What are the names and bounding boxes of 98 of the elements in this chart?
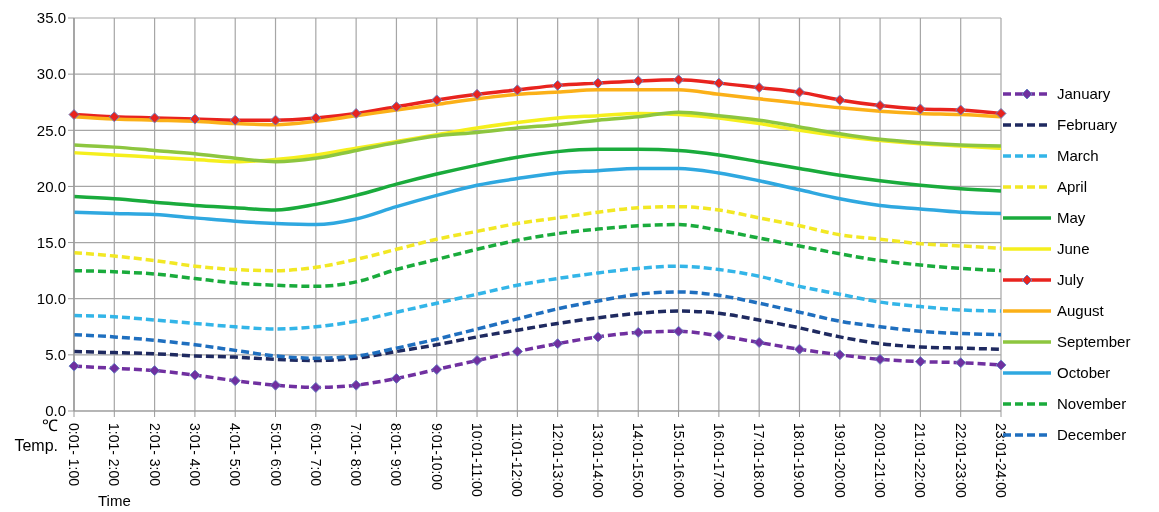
point xyxy=(632,75,644,87)
x-tick-label: 23:01-24:00 xyxy=(993,423,1009,498)
x-tick-label: 5:01- 6:00 xyxy=(267,423,284,487)
line-series xyxy=(72,166,1003,227)
x-tick-label: 19:01-20:00 xyxy=(831,423,848,498)
point xyxy=(914,356,926,368)
point xyxy=(632,326,644,338)
x-tick-label: 14:01-15:00 xyxy=(630,423,647,498)
x-tick-label: 1:01- 2:00 xyxy=(106,423,123,487)
x-tick-label: 7:01- 8:00 xyxy=(348,423,365,487)
legend-label: June xyxy=(1057,240,1090,257)
x-tick-label: 22:01-23:00 xyxy=(952,423,969,498)
point xyxy=(350,107,362,119)
x-tick-label: 3:01- 4:00 xyxy=(186,423,203,487)
point xyxy=(390,101,402,113)
x-tick-label: 12:01-13:00 xyxy=(549,423,566,498)
legend-label: August xyxy=(1057,302,1104,319)
line-series xyxy=(72,264,1003,331)
point xyxy=(793,343,805,355)
line-series xyxy=(72,290,1003,360)
legend-label: January xyxy=(1057,85,1111,102)
point xyxy=(108,362,120,374)
point xyxy=(955,357,967,369)
y-tick-label: 5.0 xyxy=(45,346,66,364)
point xyxy=(270,114,282,126)
point xyxy=(229,375,241,387)
point xyxy=(995,107,1007,119)
line-series xyxy=(72,147,1003,212)
point xyxy=(431,94,443,106)
legend-label: December xyxy=(1057,426,1127,443)
point xyxy=(874,100,886,112)
point xyxy=(592,77,604,89)
x-tick-label: 16:01-17:00 xyxy=(710,423,727,498)
y-tick-label: 35.0 xyxy=(36,9,66,27)
y-tick-label: 30.0 xyxy=(36,65,66,83)
point xyxy=(310,381,322,393)
point xyxy=(471,88,483,100)
x-tick-label: 15:01-16:00 xyxy=(670,423,687,498)
y-tick-label: 25.0 xyxy=(36,121,66,139)
x-tick-label: 11:01-12:00 xyxy=(509,423,526,497)
legend-label: July xyxy=(1057,271,1084,288)
point xyxy=(270,379,282,391)
x-tick-label: 2:01- 3:00 xyxy=(146,423,163,487)
x-axis-title: Time xyxy=(98,492,131,509)
point xyxy=(149,365,161,377)
point xyxy=(350,379,362,391)
point xyxy=(431,363,443,375)
legend-label: November xyxy=(1057,395,1127,412)
point xyxy=(552,338,564,350)
x-tick-label: 8:01- 9:00 xyxy=(388,423,405,487)
point xyxy=(511,345,523,357)
point xyxy=(390,372,402,384)
line-series xyxy=(72,204,1003,273)
point xyxy=(914,103,926,115)
point xyxy=(713,330,725,342)
legend-label: October xyxy=(1057,364,1111,381)
x-tick-label: 10:01-11:00 xyxy=(469,423,486,497)
y-tick-label: 20.0 xyxy=(36,177,66,195)
point xyxy=(753,82,765,94)
x-tick-label: 6:01- 7:00 xyxy=(307,423,324,487)
point xyxy=(753,337,765,349)
point xyxy=(673,325,685,337)
x-tick-label: 13:01-14:00 xyxy=(589,423,606,498)
x-tick-label: 0:01- 1:00 xyxy=(66,423,82,487)
point xyxy=(149,112,161,124)
point xyxy=(834,349,846,361)
x-tick-label: 18:01-19:00 xyxy=(791,423,808,498)
y-tick-label: 10.0 xyxy=(36,290,66,308)
point xyxy=(68,109,80,121)
point xyxy=(592,331,604,343)
point xyxy=(955,104,967,116)
x-tick-label: 21:01-22:00 xyxy=(912,423,929,498)
point xyxy=(471,354,483,366)
point xyxy=(229,114,241,126)
legend-label: September xyxy=(1057,333,1131,350)
point xyxy=(189,369,201,381)
point xyxy=(874,353,886,365)
point xyxy=(108,111,120,123)
point xyxy=(673,74,685,86)
x-tick-label: 4:01- 5:00 xyxy=(227,423,244,487)
point xyxy=(68,360,80,372)
legend-label: May xyxy=(1057,209,1086,226)
x-tick-label: 17:01-18:00 xyxy=(751,423,768,498)
point xyxy=(189,113,201,125)
x-tick-label: 20:01-21:00 xyxy=(872,423,889,498)
legend-label: February xyxy=(1057,116,1118,133)
point xyxy=(713,77,725,89)
point xyxy=(793,86,805,98)
point xyxy=(995,359,1007,371)
line-series xyxy=(72,222,1003,289)
point xyxy=(310,112,322,124)
y-tick-label: 15.0 xyxy=(36,233,66,251)
point xyxy=(511,84,523,96)
legend-label: March xyxy=(1057,147,1099,164)
point xyxy=(834,94,846,106)
legend-label: April xyxy=(1057,178,1088,195)
point xyxy=(552,79,564,91)
x-tick-label: 9:01-10:00 xyxy=(428,423,445,491)
